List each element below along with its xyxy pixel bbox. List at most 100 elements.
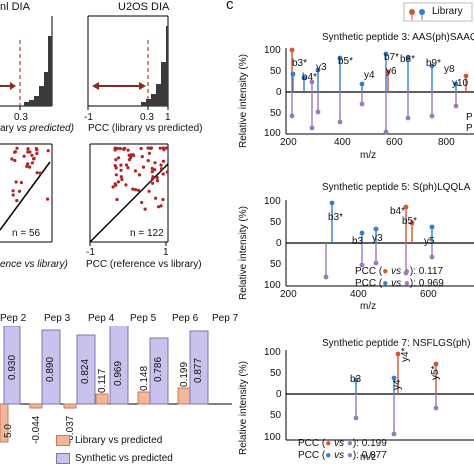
- spectrum-peak-marker: [383, 129, 389, 135]
- scatter-point: [149, 146, 153, 150]
- scatter-point: [161, 146, 165, 150]
- sp3-xlabel: m/z: [360, 452, 377, 463]
- spectrum-peak-marker: [391, 431, 397, 437]
- sp2-ytick-3: 50: [270, 259, 282, 270]
- sp1-xtick-3: 800: [438, 137, 455, 148]
- scatter-point: [161, 159, 165, 163]
- sp3-ytick-4: 100: [264, 432, 281, 443]
- scatter-point: [26, 147, 30, 151]
- scatter-point: [14, 180, 18, 184]
- spectrum-3-peaks: [353, 351, 439, 437]
- scatter-point: [28, 165, 32, 169]
- hist-right-bars: [141, 26, 168, 106]
- sp3-ytick-3: 50: [270, 410, 282, 421]
- scatter-point: [146, 159, 150, 163]
- scatter-point: [17, 189, 22, 193]
- spectrum-peak-marker: [429, 254, 435, 260]
- synthetic-value-3: 0.969: [113, 360, 124, 386]
- sp1-ion-10: y10: [452, 78, 469, 89]
- legend-synthetic-swatch: [56, 453, 70, 464]
- spectrum-peak-marker: [359, 262, 365, 268]
- sp1-ion-6: y6: [386, 66, 397, 77]
- bar-pep-label-3: Pep 5: [130, 313, 157, 324]
- library-value-1: -0.044: [31, 415, 42, 444]
- spectrum-peak-marker: [391, 375, 397, 381]
- scatter-point: [133, 169, 137, 173]
- scatter-point: [32, 156, 36, 161]
- bar-pep-label-4: Pep 6: [172, 313, 199, 324]
- library-value-3: 0.117: [97, 368, 108, 393]
- spectrum-peak-marker: [383, 51, 389, 57]
- sp2-ion-0: b3*: [328, 212, 344, 223]
- scatter-point: [119, 168, 123, 172]
- spectrum-peak-marker: [289, 113, 295, 119]
- sp2-pcc-2: PCC (● vs ●): 0.969: [355, 278, 444, 289]
- sp2-ion-5: y5: [424, 236, 435, 247]
- spectrum-peak-marker: [405, 115, 411, 121]
- sp2-xtick-1: 400: [350, 289, 367, 300]
- spectrum-peak-marker: [409, 220, 415, 226]
- spectrum-peak-marker: [429, 224, 435, 230]
- sp1-ion-1: b4*: [302, 72, 318, 83]
- sp2-ion-4: b5*: [402, 216, 418, 227]
- spectrum-peak-marker: [309, 79, 315, 85]
- hist-left-sig-tick: 0.3: [14, 112, 28, 123]
- scatter-point: [140, 155, 144, 159]
- scatter-point: [118, 147, 122, 151]
- scatter-point: [11, 193, 15, 197]
- scatter-point: [134, 188, 138, 192]
- hist-right-tick-0: -1: [84, 112, 93, 123]
- scatter-right-tick-0: -1: [86, 247, 95, 258]
- scatter-point: [131, 187, 135, 191]
- sp2-pcc-1: PCC (● vs ●): 0.117: [355, 266, 444, 277]
- scatter-point: [143, 207, 147, 211]
- sp3-ion-2: y4: [392, 379, 403, 390]
- scatter-point: [117, 156, 121, 160]
- hist-right-tick-1: 0.3: [140, 112, 154, 123]
- scatter-point: [38, 171, 43, 175]
- sp3-pcc-1: PCC (● vs ●): 0.199: [298, 438, 387, 449]
- scatter-point: [146, 146, 150, 150]
- sp3-ytick-2: 0: [276, 389, 282, 400]
- spectrum-peak-marker: [403, 270, 409, 276]
- sp1-xlabel: m/z: [360, 150, 377, 161]
- spectrum-peak-marker: [373, 226, 379, 232]
- hist-right-title: U2OS DIA: [118, 1, 170, 13]
- synthetic-value-4: 0.786: [153, 356, 164, 382]
- spectrum-peak-marker: [395, 351, 401, 357]
- synthetic-bars: [3, 326, 209, 405]
- scatter-point: [35, 148, 39, 152]
- scatter-point: [122, 147, 126, 151]
- sp1-side-label-0: P: [466, 112, 473, 123]
- scatter-left-points: [10, 146, 50, 203]
- scatter-point: [115, 197, 119, 202]
- scatter-point: [161, 172, 165, 176]
- spectrum-peak-marker: [323, 274, 329, 280]
- scatter-point: [15, 146, 19, 150]
- scatter-point: [26, 162, 30, 166]
- scatter-point: [165, 170, 169, 174]
- scatter-point: [35, 151, 39, 156]
- scatter-point: [150, 181, 155, 185]
- scatter-point: [10, 157, 14, 161]
- scatter-point: [159, 163, 163, 167]
- spectrum-1-ylabel: Relative intensity (%): [238, 54, 249, 148]
- scatter-point: [141, 165, 146, 169]
- spectrum-2-title: Synthetic peptide 5: S(ph)LQQLA: [322, 182, 471, 193]
- library-value-4: 0.148: [139, 365, 150, 391]
- library-bars: [0, 387, 191, 443]
- scatter-right-tick-1: 1: [163, 247, 169, 258]
- scatter-point: [27, 150, 31, 154]
- sp1-ytick-4: 100: [264, 128, 281, 139]
- spectrum-peak-marker: [290, 71, 296, 77]
- sp2-ytick-1: 50: [270, 217, 282, 228]
- sp1-ytick-0: 100: [264, 45, 281, 56]
- sp1-ytick-1: 50: [270, 66, 282, 77]
- sp3-ion-1: y4*: [400, 347, 411, 362]
- scatter-point: [114, 173, 118, 177]
- sp2-ytick-0: 100: [264, 196, 281, 207]
- bar-chart: [0, 326, 232, 443]
- spectrum-peak-marker: [315, 67, 321, 73]
- spectrum-peak-marker: [329, 200, 335, 206]
- spectrum-peak-marker: [453, 81, 459, 87]
